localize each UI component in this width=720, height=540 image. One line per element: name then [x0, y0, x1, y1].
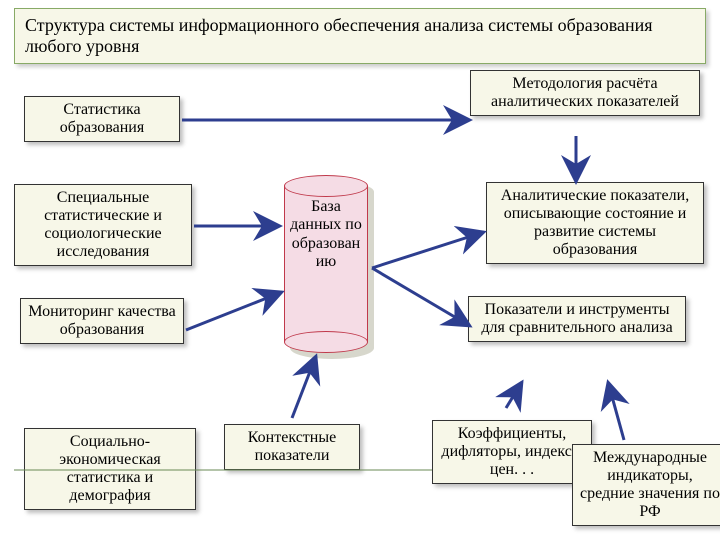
node-special-studies: Специальные статистические и социологиче…: [14, 184, 192, 266]
node-international: Международные индикаторы, средние значен…: [572, 444, 720, 526]
node-socio-econ: Социально-экономическая статистика и дем…: [24, 428, 196, 510]
node-comparative: Показатели и инструменты для сравнительн…: [468, 296, 686, 342]
node-context-indicators: Контекстные показатели: [224, 424, 360, 470]
node-stat-edu: Статистика образования: [24, 96, 180, 142]
cylinder-label: База данных по образованию: [284, 198, 368, 272]
diagram-stage: Структура системы информационного обеспе…: [0, 0, 720, 540]
cylinder-database: База данных по образованию: [284, 186, 368, 342]
arrow-5: [372, 268, 470, 326]
arrow-8: [608, 382, 624, 440]
node-methodology: Методология расчёта аналитических показа…: [470, 70, 700, 116]
node-coefficients: Коэффициенты, дифляторы, индексы цен. . …: [432, 420, 592, 484]
node-monitoring: Мониторинг качества образования: [20, 298, 184, 344]
arrow-4: [372, 232, 484, 268]
arrow-7: [506, 382, 522, 408]
node-analytical-indicators: Аналитические показатели, описывающие со…: [486, 182, 704, 264]
diagram-title: Структура системы информационного обеспе…: [14, 8, 706, 64]
arrow-2: [186, 292, 282, 330]
arrow-3: [292, 356, 316, 418]
